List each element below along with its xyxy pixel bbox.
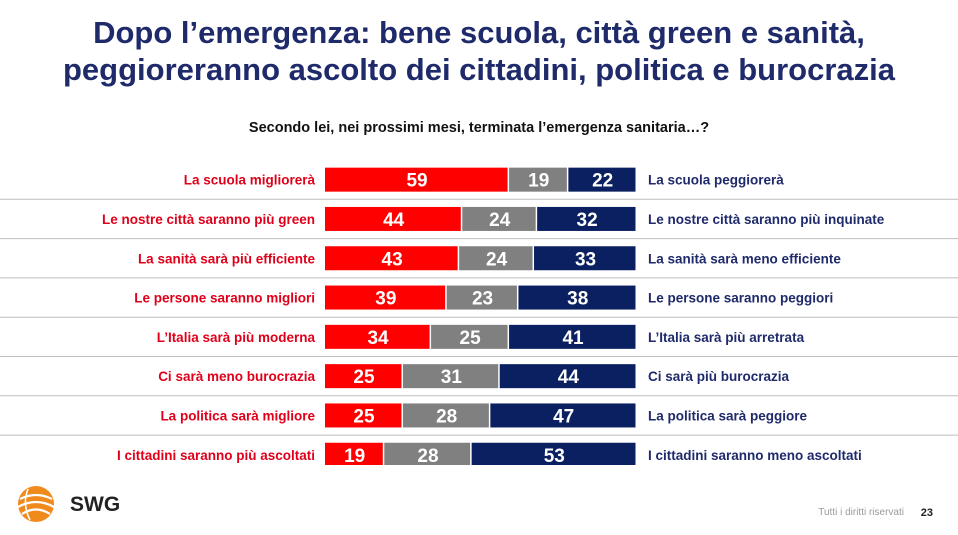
data-label: 34 <box>367 328 389 349</box>
stacked-bar-chart: La scuola migliorerà La scuola peggiorerà… <box>0 167 958 465</box>
left-category-label: Ci sarà meno burocrazia <box>158 369 315 384</box>
data-label: 24 <box>489 210 511 231</box>
negative-segment <box>518 285 636 310</box>
data-label: 19 <box>344 446 365 465</box>
negative-segment <box>568 167 636 192</box>
neutral-segment <box>462 206 536 231</box>
data-label: 44 <box>383 210 405 231</box>
neutral-segment <box>509 167 567 192</box>
title-line-2: peggioreranno ascolto dei cittadini, pol… <box>63 52 895 87</box>
right-category-label: La politica sarà peggiore <box>648 408 808 423</box>
data-label: 28 <box>436 406 457 427</box>
data-label: 43 <box>382 249 403 270</box>
data-label: 25 <box>460 328 482 349</box>
negative-segment <box>509 324 636 349</box>
negative-segment <box>537 206 636 231</box>
footer-rights: Tutti i diritti riservati <box>818 507 904 518</box>
right-category-label: I cittadini saranno meno ascoltati <box>648 448 862 463</box>
positive-segment <box>325 364 402 389</box>
negative-segment <box>471 442 636 465</box>
positive-segment <box>325 285 446 310</box>
data-label: 23 <box>472 289 493 310</box>
data-label: 53 <box>544 446 565 465</box>
left-category-label: La politica sarà migliore <box>160 408 315 423</box>
data-label: 39 <box>375 289 396 310</box>
data-label: 38 <box>567 289 588 310</box>
neutral-segment <box>431 324 508 349</box>
data-label: 31 <box>441 367 463 388</box>
data-label: 22 <box>592 171 613 192</box>
swg-globe-icon <box>17 486 55 522</box>
right-category-label: Ci sarà più burocrazia <box>648 369 790 384</box>
logo-text: SWG <box>70 493 121 516</box>
neutral-segment <box>403 403 489 428</box>
positive-segment <box>325 324 430 349</box>
data-label: 33 <box>575 249 596 270</box>
data-label: 25 <box>353 367 375 388</box>
data-label: 47 <box>553 406 574 427</box>
left-category-label: Le persone saranno migliori <box>134 291 315 306</box>
right-category-label: Le nostre città saranno più inquinate <box>648 212 885 227</box>
data-label: 28 <box>417 446 438 465</box>
positive-segment <box>325 167 508 192</box>
left-category-label: La scuola migliorerà <box>184 173 316 188</box>
left-category-label: Le nostre città saranno più green <box>102 212 315 227</box>
negative-segment <box>499 364 636 389</box>
data-label: 41 <box>562 328 584 349</box>
left-category-label: I cittadini saranno più ascoltati <box>117 448 315 463</box>
swg-logo: SWG <box>14 483 124 525</box>
data-label: 25 <box>353 406 375 427</box>
negative-segment <box>534 246 636 271</box>
data-label: 59 <box>406 171 427 192</box>
page-number: 23 <box>920 507 933 519</box>
neutral-segment <box>446 285 517 310</box>
right-category-label: La sanità sarà meno efficiente <box>648 251 841 266</box>
right-category-label: La scuola peggiorerà <box>648 173 784 188</box>
data-label: 24 <box>486 249 508 270</box>
neutral-segment <box>459 246 533 271</box>
neutral-segment <box>384 442 471 465</box>
page-title: Dopo l’emergenza: bene scuola, città gre… <box>0 14 958 88</box>
positive-segment <box>325 442 383 465</box>
data-label: 19 <box>528 171 549 192</box>
right-category-label: L’Italia sarà più arretrata <box>648 330 805 345</box>
data-label: 32 <box>577 210 598 231</box>
left-category-label: La sanità sarà più efficiente <box>138 251 316 266</box>
title-line-1: Dopo l’emergenza: bene scuola, città gre… <box>93 15 865 50</box>
positive-segment <box>325 246 458 271</box>
chart-question: Secondo lei, nei prossimi mesi, terminat… <box>248 120 710 136</box>
right-category-label: Le persone saranno peggiori <box>648 291 833 306</box>
positive-segment <box>325 206 461 231</box>
left-category-label: L’Italia sarà più moderna <box>157 330 316 345</box>
negative-segment <box>490 403 636 428</box>
neutral-segment <box>403 364 499 389</box>
data-label: 44 <box>558 367 580 388</box>
positive-segment <box>325 403 402 428</box>
